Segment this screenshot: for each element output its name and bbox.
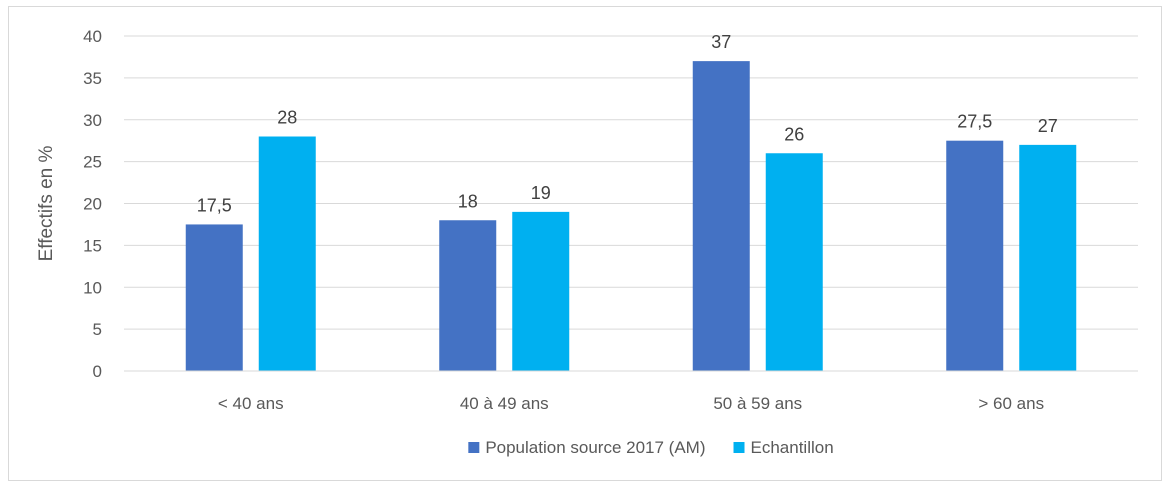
data-label: 27,5 [957,112,992,132]
bar [439,220,497,371]
y-tick-label: 25 [83,153,102,172]
x-tick-label: 40 à 49 ans [460,394,549,413]
data-label: 18 [458,191,478,211]
bar [258,136,316,371]
y-axis-title: Effectifs en % [36,145,57,261]
x-tick-label: < 40 ans [218,394,284,413]
data-label: 26 [784,124,804,144]
bar [185,224,243,371]
y-tick-label: 20 [83,195,102,214]
data-label: 17,5 [197,195,232,215]
bar [1019,144,1077,371]
data-label: 27 [1038,116,1058,136]
bar [946,140,1004,371]
x-tick-label: > 60 ans [978,394,1044,413]
legend-swatch [733,442,745,453]
data-label: 37 [711,32,731,52]
y-tick-label: 15 [83,236,102,255]
y-tick-label: 10 [83,278,102,297]
y-tick-label: 5 [93,320,102,339]
y-tick-label: 30 [83,111,102,130]
y-tick-label: 0 [93,362,102,381]
y-tick-label: 40 [83,27,102,46]
data-label: 28 [277,108,297,128]
legend-label: Echantillon [751,438,834,457]
legend-label: Population source 2017 (AM) [485,438,705,457]
bar [692,61,750,371]
bar [765,153,823,371]
y-tick-label: 35 [83,69,102,88]
bar [512,211,570,371]
data-label: 19 [531,183,551,203]
x-tick-label: 50 à 59 ans [713,394,802,413]
legend-swatch [468,442,480,453]
